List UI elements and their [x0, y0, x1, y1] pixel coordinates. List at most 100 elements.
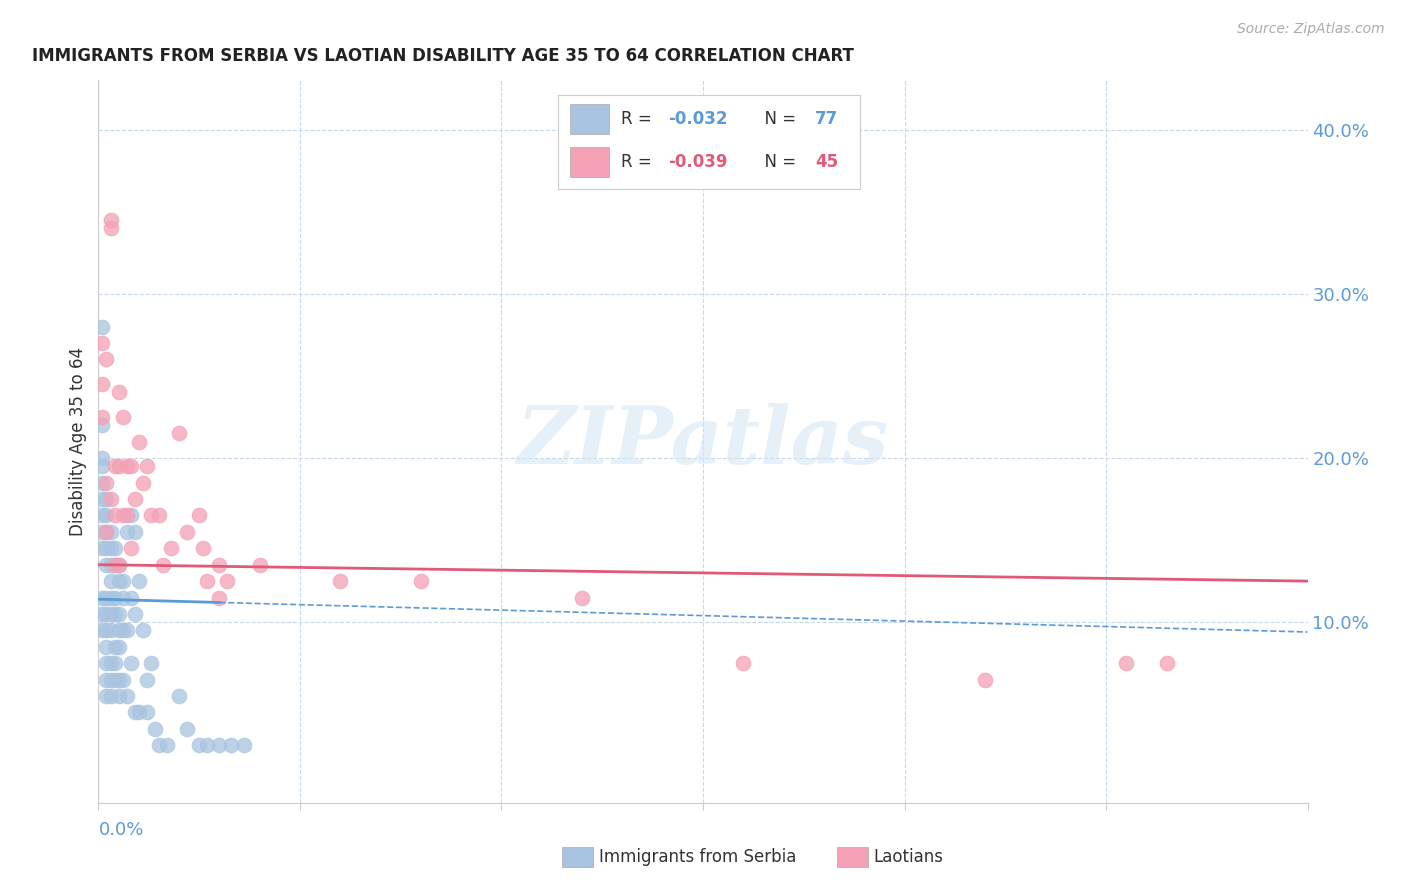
Point — [107, 640, 129, 654]
Point — [91, 319, 114, 334]
Point — [167, 426, 190, 441]
Point — [195, 574, 218, 588]
Point — [100, 657, 122, 671]
Point — [103, 508, 125, 523]
Point — [96, 524, 118, 539]
Point — [156, 739, 179, 753]
Point — [160, 541, 183, 556]
Point — [91, 624, 114, 638]
Point — [96, 673, 118, 687]
Point — [124, 491, 146, 506]
Point — [148, 508, 170, 523]
Point — [111, 409, 134, 424]
Point — [120, 508, 142, 523]
Point — [115, 459, 138, 474]
Point — [124, 706, 146, 720]
Point — [128, 434, 150, 449]
Point — [111, 508, 134, 523]
Point — [103, 657, 125, 671]
Point — [733, 657, 755, 671]
Point — [96, 624, 118, 638]
Point — [139, 508, 162, 523]
Point — [115, 689, 138, 703]
Point — [1156, 657, 1178, 671]
Point — [1115, 657, 1137, 671]
Point — [96, 475, 118, 490]
Point — [100, 591, 122, 605]
Point — [124, 524, 146, 539]
Text: ZIPatlas: ZIPatlas — [517, 403, 889, 480]
Point — [100, 212, 122, 227]
Point — [111, 624, 134, 638]
Text: Immigrants from Serbia: Immigrants from Serbia — [599, 848, 796, 866]
Point — [208, 739, 231, 753]
Point — [91, 475, 114, 490]
Point — [96, 491, 118, 506]
Point — [107, 624, 129, 638]
Point — [91, 409, 114, 424]
Point — [217, 574, 239, 588]
Point — [195, 739, 218, 753]
Point — [135, 706, 157, 720]
Point — [96, 640, 118, 654]
Point — [91, 450, 114, 465]
Point — [193, 541, 215, 556]
Point — [188, 739, 211, 753]
Point — [120, 591, 142, 605]
Text: Laotians: Laotians — [873, 848, 943, 866]
Point — [96, 558, 118, 572]
Point — [91, 524, 114, 539]
Point — [107, 574, 129, 588]
Point — [91, 508, 114, 523]
Text: 0.0%: 0.0% — [98, 821, 143, 838]
Point — [91, 459, 114, 474]
Point — [91, 377, 114, 392]
Point — [120, 541, 142, 556]
Point — [96, 591, 118, 605]
Point — [111, 574, 134, 588]
Point — [100, 524, 122, 539]
Text: Source: ZipAtlas.com: Source: ZipAtlas.com — [1237, 22, 1385, 37]
Point — [107, 459, 129, 474]
Text: IMMIGRANTS FROM SERBIA VS LAOTIAN DISABILITY AGE 35 TO 64 CORRELATION CHART: IMMIGRANTS FROM SERBIA VS LAOTIAN DISABI… — [32, 47, 853, 65]
Point — [100, 221, 122, 235]
Point — [91, 607, 114, 621]
Point — [120, 657, 142, 671]
Point — [188, 508, 211, 523]
Point — [107, 558, 129, 572]
Point — [132, 475, 155, 490]
Point — [232, 739, 254, 753]
Point — [96, 524, 118, 539]
Point — [139, 657, 162, 671]
Point — [103, 640, 125, 654]
Point — [103, 459, 125, 474]
Point — [974, 673, 997, 687]
Point — [128, 706, 150, 720]
Point — [100, 607, 122, 621]
Point — [128, 574, 150, 588]
Point — [103, 591, 125, 605]
Point — [96, 508, 118, 523]
Point — [100, 624, 122, 638]
Point — [208, 558, 231, 572]
Point — [135, 673, 157, 687]
Point — [100, 673, 122, 687]
Point — [96, 352, 118, 367]
Point — [91, 336, 114, 351]
Point — [91, 591, 114, 605]
Point — [107, 607, 129, 621]
Point — [103, 673, 125, 687]
Point — [329, 574, 352, 588]
Point — [148, 739, 170, 753]
Point — [103, 541, 125, 556]
Point — [409, 574, 432, 588]
Point — [111, 591, 134, 605]
Point — [208, 591, 231, 605]
Point — [249, 558, 271, 572]
Point — [167, 689, 190, 703]
Point — [115, 524, 138, 539]
Point — [100, 491, 122, 506]
Point — [115, 624, 138, 638]
Point — [100, 541, 122, 556]
Point — [96, 657, 118, 671]
